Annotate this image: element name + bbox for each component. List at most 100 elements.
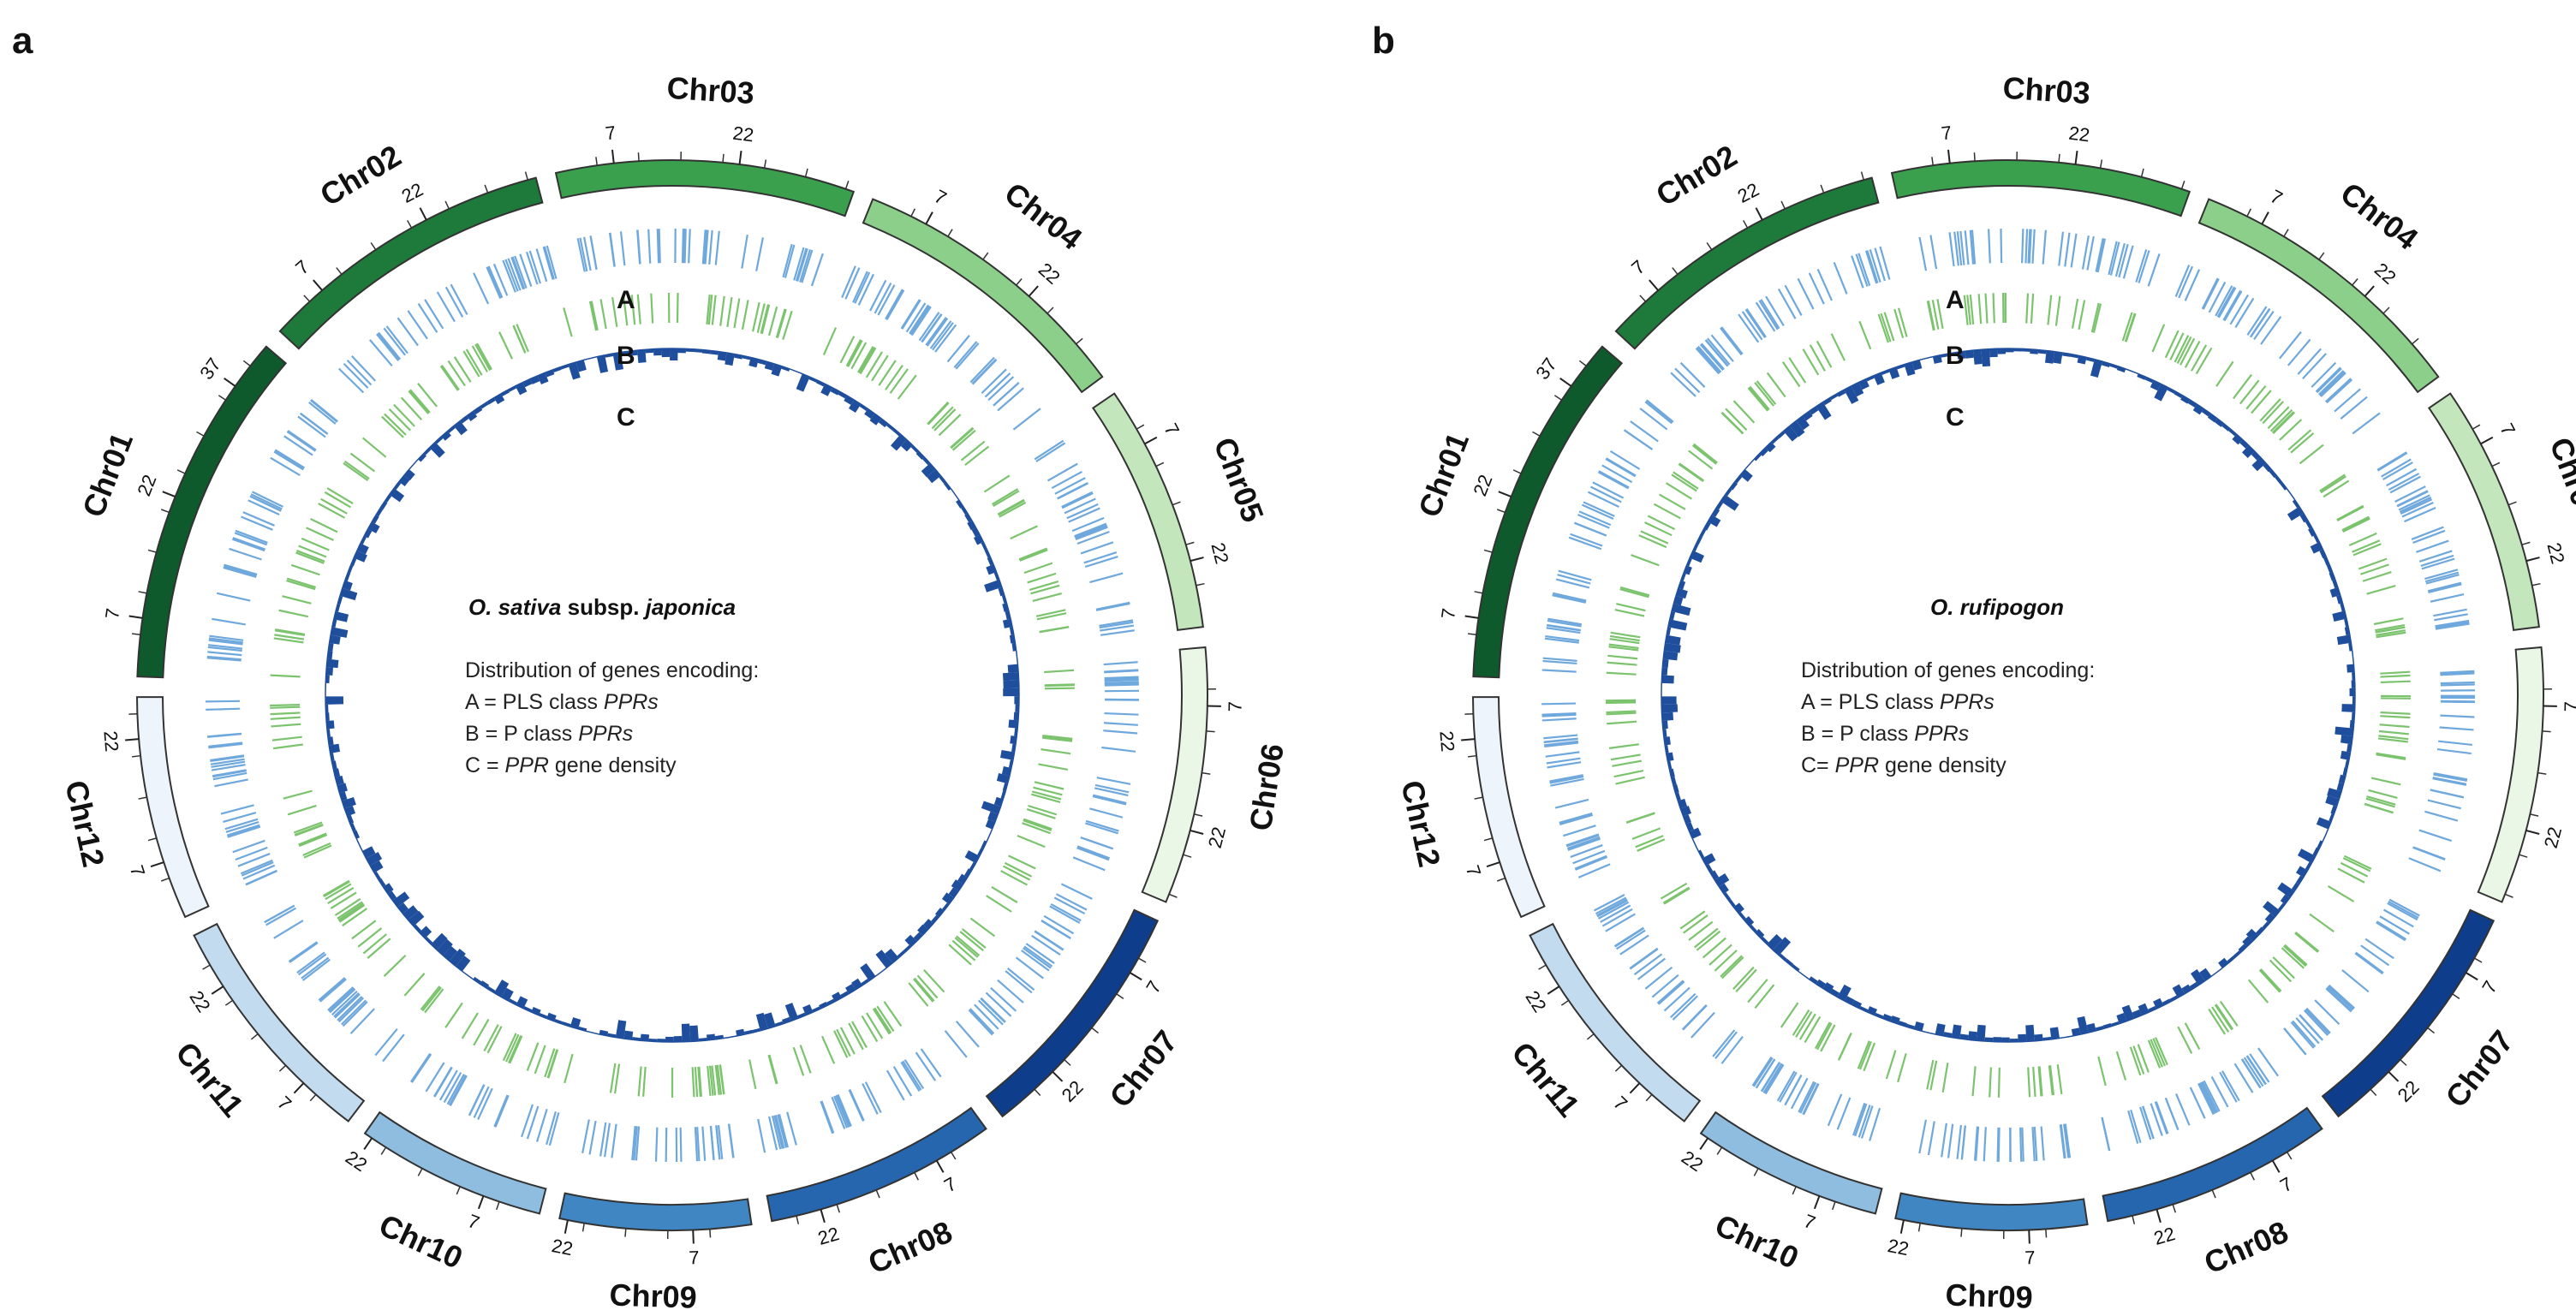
p-gene-mark <box>1653 503 1681 520</box>
density-bin <box>838 391 847 399</box>
scale-tick <box>910 208 916 217</box>
density-bin <box>2172 984 2185 998</box>
pls-gene-mark <box>1583 501 1615 517</box>
pls-gene-mark <box>1964 230 1970 265</box>
density-bin <box>2034 1033 2043 1041</box>
chromosome-band-chr04 <box>2197 198 2440 394</box>
pls-gene-mark <box>977 999 1004 1026</box>
density-bin <box>984 549 991 558</box>
scale-tick <box>138 591 147 594</box>
scale-tick <box>804 168 808 177</box>
p-gene-mark <box>2025 293 2030 324</box>
scale-tick-major <box>1649 279 1660 291</box>
pls-gene-mark <box>2376 451 2408 472</box>
chromosome-band-chr06 <box>1141 646 1208 903</box>
pls-gene-mark <box>1572 849 1606 865</box>
chromosome-band-chr11 <box>1529 922 1702 1122</box>
density-bin <box>2340 603 2345 612</box>
density-bin <box>1754 453 1762 461</box>
pls-gene-mark <box>1802 1083 1820 1116</box>
track-label-b: B <box>617 342 635 370</box>
density-bin <box>1003 680 1019 689</box>
density-bin <box>993 571 999 581</box>
density-bin <box>917 924 928 936</box>
p-gene-mark <box>865 351 884 378</box>
pls-gene-mark <box>1589 485 1622 503</box>
pls-gene-mark <box>1644 966 1673 990</box>
pls-gene-mark <box>2199 1081 2217 1114</box>
density-bin <box>1730 481 1738 491</box>
p-gene-mark <box>1756 380 1777 405</box>
legend-b-prefix: B = P class <box>1801 722 1914 746</box>
density-bin <box>360 536 367 545</box>
density-bin <box>1015 704 1019 712</box>
pls-gene-mark <box>1566 836 1601 850</box>
density-bin <box>1716 501 1724 510</box>
density-bin <box>2305 520 2312 529</box>
chromosome-band-chr06 <box>2477 646 2544 903</box>
p-gene-mark <box>270 712 301 716</box>
pls-gene-mark <box>1953 231 1959 266</box>
p-gene-mark <box>1033 786 1063 796</box>
pls-gene-mark <box>1704 339 1729 367</box>
pls-gene-mark <box>1061 491 1094 509</box>
density-bin <box>2312 847 2320 856</box>
p-gene-mark <box>1018 547 1048 561</box>
scale-tick <box>1553 395 1563 401</box>
density-bin <box>748 357 759 368</box>
tick-label: 22 <box>185 987 214 1016</box>
p-gene-mark <box>334 897 361 916</box>
p-gene-mark <box>2208 1008 2227 1035</box>
pls-gene-mark <box>921 313 943 343</box>
pls-gene-mark <box>694 1127 699 1162</box>
pls-gene-mark <box>862 1083 879 1115</box>
tick-label: 22 <box>1469 472 1496 499</box>
pls-gene-mark <box>583 236 592 271</box>
p-gene-mark <box>282 595 312 604</box>
pls-gene-mark <box>206 657 242 662</box>
pls-gene-mark <box>1544 741 1579 747</box>
p-gene-mark <box>986 895 1012 913</box>
density-bin <box>327 736 334 746</box>
p-gene-mark <box>636 294 641 325</box>
legend-item-a-p: B = P class PPRs <box>465 722 633 746</box>
pls-gene-mark <box>2427 799 2461 810</box>
chromosome-band-chr11 <box>193 922 366 1122</box>
p-gene-mark <box>588 301 598 331</box>
pls-gene-mark <box>214 778 248 788</box>
pls-gene-mark <box>2394 485 2426 503</box>
pls-gene-mark <box>755 237 765 271</box>
scale-tick-major <box>211 985 224 995</box>
density-bin <box>2025 1024 2035 1042</box>
p-gene-mark <box>275 628 306 636</box>
density-bin <box>2263 901 2281 918</box>
p-gene-mark <box>2281 947 2305 969</box>
scale-tick <box>1639 295 1647 302</box>
pls-gene-mark <box>636 229 641 265</box>
pls-gene-mark <box>1738 313 1760 343</box>
pls-gene-mark <box>2435 621 2470 629</box>
pls-gene-mark <box>1100 624 1135 632</box>
legend-a-italic: PPRs <box>1940 690 1995 714</box>
p-gene-mark <box>270 706 301 709</box>
pls-gene-mark <box>247 499 280 516</box>
scale-tick <box>875 1189 880 1199</box>
density-bin <box>2181 984 2192 994</box>
pls-gene-mark <box>2376 920 2407 941</box>
tick-label: 22 <box>1521 987 1550 1016</box>
p-gene-mark <box>897 374 917 400</box>
p-gene-mark <box>2340 861 2369 878</box>
density-bin <box>2332 579 2338 589</box>
pls-gene-mark <box>1784 284 1803 316</box>
scale-tick <box>836 1204 841 1213</box>
p-gene-mark <box>2366 795 2396 806</box>
scale-tick <box>2491 461 2501 467</box>
density-bin <box>1002 618 1013 628</box>
pls-gene-mark <box>799 248 812 283</box>
scale-tick <box>1138 957 1147 963</box>
pls-gene-mark <box>611 1123 617 1158</box>
p-gene-mark <box>1610 631 1641 639</box>
pls-gene-mark <box>1600 904 1631 923</box>
pls-gene-mark <box>1601 908 1633 927</box>
